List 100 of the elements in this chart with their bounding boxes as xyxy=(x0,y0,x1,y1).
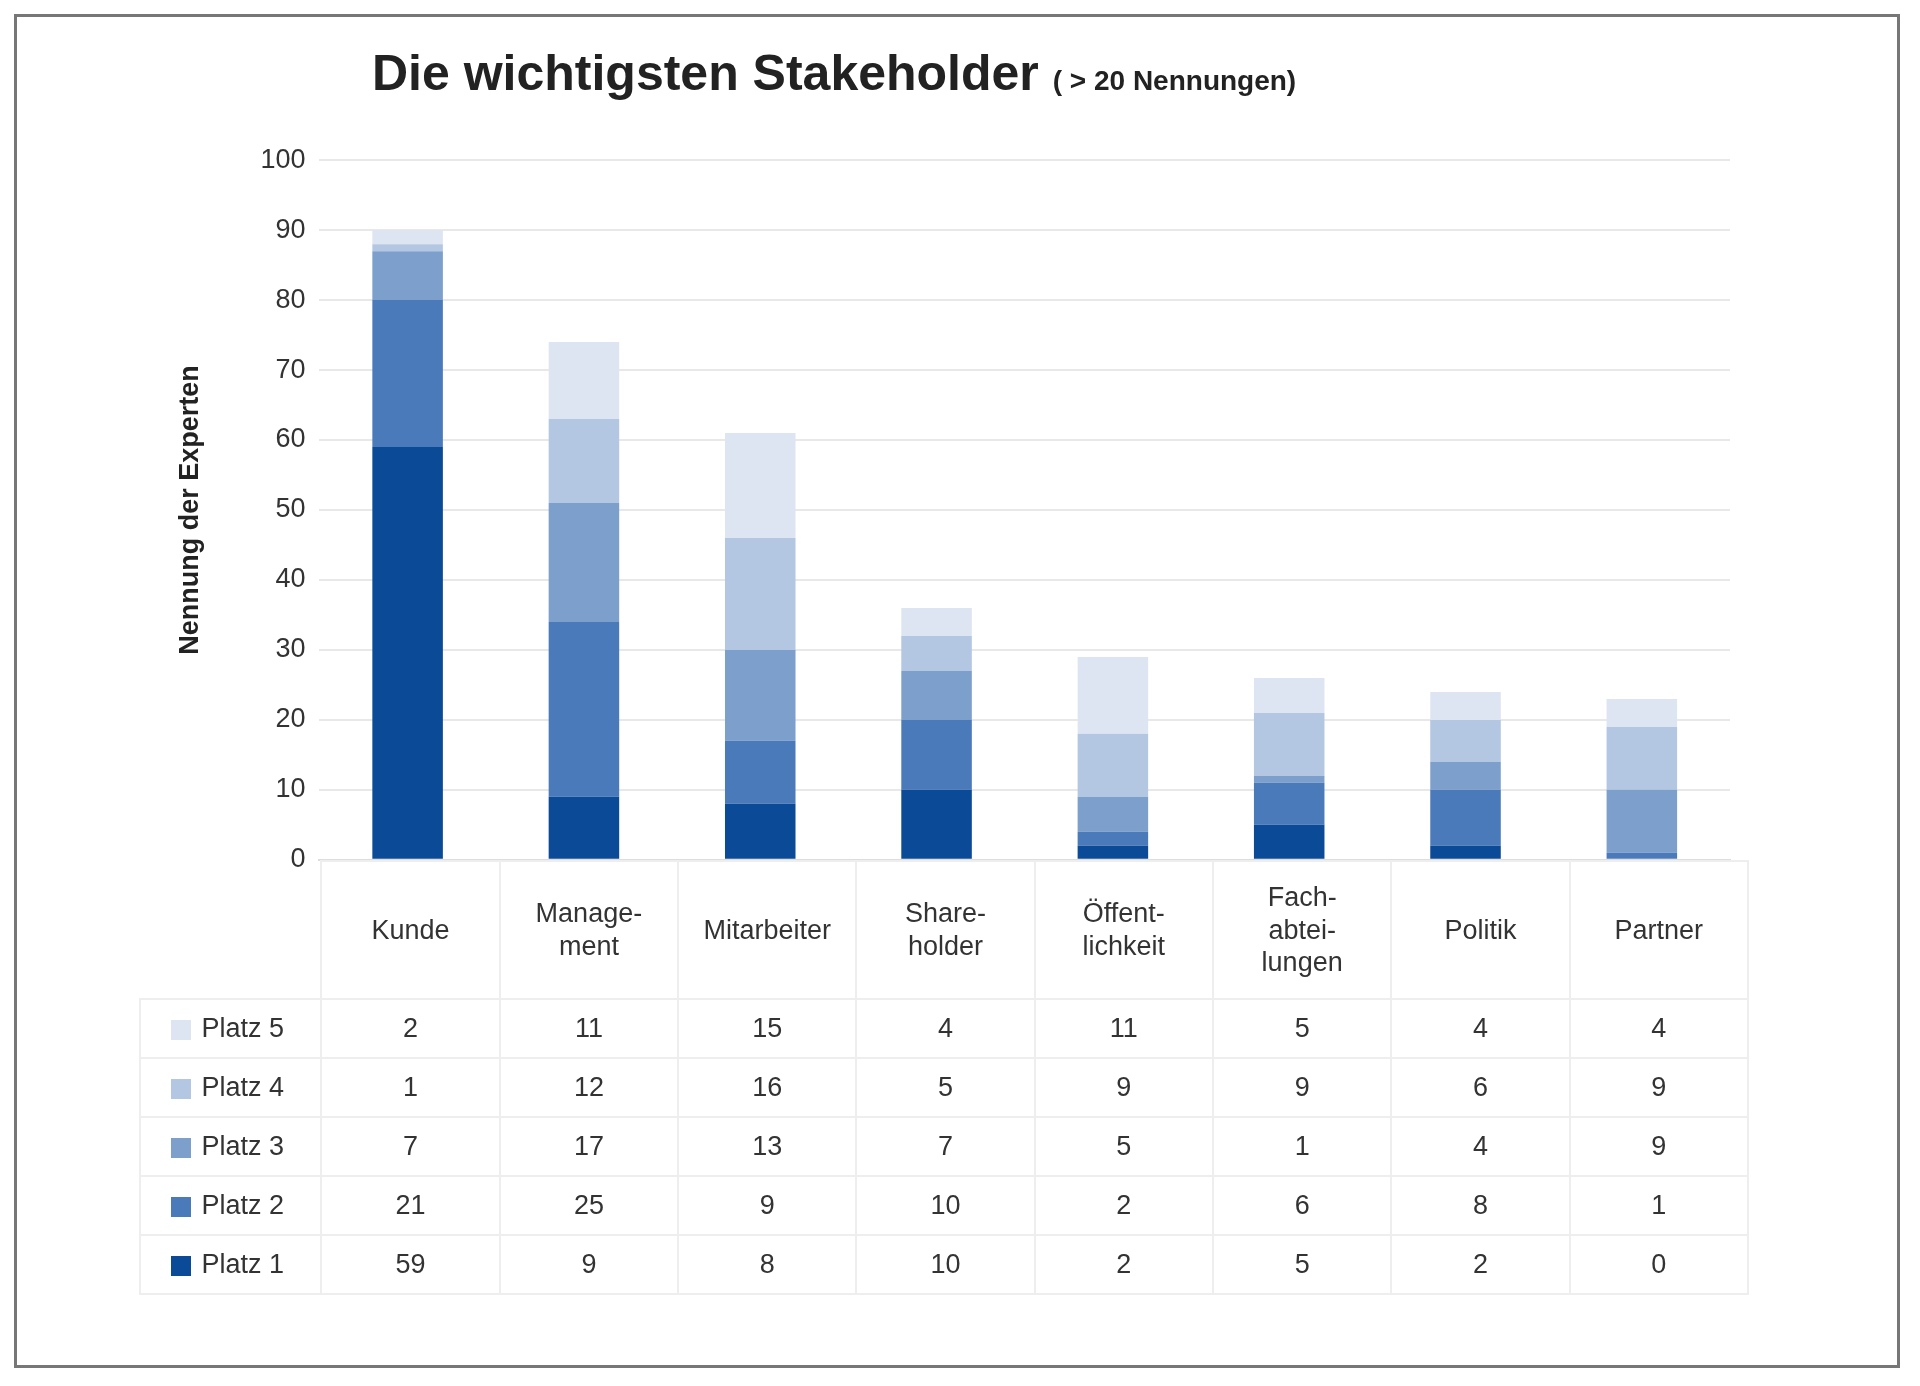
data-label: 59 xyxy=(321,1234,500,1294)
bar xyxy=(901,607,972,636)
data-label: 11 xyxy=(499,998,679,1058)
y-axis-title: Nennung der Experten xyxy=(173,365,204,655)
x-tick-label: Öffent-lichkeit xyxy=(1034,860,1213,999)
data-label: 9 xyxy=(499,1234,679,1294)
bar xyxy=(372,251,443,301)
bar xyxy=(1430,789,1501,846)
data-label: 9 xyxy=(1034,1057,1213,1117)
data-label: 0 xyxy=(1569,1234,1748,1294)
bar xyxy=(1606,852,1678,859)
y-tick-label: 20 xyxy=(275,703,306,734)
data-label: 4 xyxy=(1569,998,1748,1058)
data-label: 10 xyxy=(856,1234,1035,1294)
y-tick-label: 50 xyxy=(275,493,306,524)
bar xyxy=(1077,845,1149,859)
x-tick-label: Partner xyxy=(1569,860,1748,999)
data-label: 9 xyxy=(1569,1057,1748,1117)
data-label: 10 xyxy=(856,1175,1035,1235)
data-label: 16 xyxy=(678,1057,857,1117)
y-tick-label: 40 xyxy=(275,563,306,594)
bar xyxy=(1253,712,1325,776)
bar xyxy=(724,537,796,650)
bar xyxy=(1253,824,1325,859)
bar xyxy=(1430,845,1501,859)
data-label: 8 xyxy=(1391,1175,1570,1235)
data-label: 12 xyxy=(499,1057,679,1117)
bar xyxy=(548,503,620,622)
bar xyxy=(724,649,796,741)
bar xyxy=(1077,733,1149,797)
data-label: 17 xyxy=(499,1116,679,1176)
data-label: 8 xyxy=(678,1234,857,1294)
data-label: 1 xyxy=(321,1057,500,1117)
y-tick-label: 0 xyxy=(290,843,306,874)
data-label: 13 xyxy=(678,1116,857,1176)
data-label: 2 xyxy=(1034,1175,1213,1235)
bar xyxy=(372,300,443,448)
bar xyxy=(901,670,972,720)
y-tick-label: 10 xyxy=(275,773,306,804)
x-tick-label: Kunde xyxy=(321,860,500,999)
y-tick-label: 90 xyxy=(275,213,306,244)
data-label: 9 xyxy=(678,1175,857,1235)
chart-subtitle: ( > 20 Nennungen) xyxy=(1052,65,1297,96)
data-label: 5 xyxy=(1213,1234,1392,1294)
bar xyxy=(1430,761,1501,790)
y-tick-label: 80 xyxy=(275,283,306,314)
x-tick-label: Manage-ment xyxy=(499,860,679,999)
bar xyxy=(901,719,972,790)
data-label: 25 xyxy=(499,1175,679,1235)
data-label: 9 xyxy=(1569,1116,1748,1176)
data-label: 2 xyxy=(1034,1234,1213,1294)
data-label: 2 xyxy=(321,998,500,1058)
x-tick-label: Fach-abtei-lungen xyxy=(1213,860,1392,999)
y-tick-label: 60 xyxy=(275,423,306,454)
y-tick-label: 100 xyxy=(260,143,306,174)
bar xyxy=(1253,782,1325,825)
data-label: 4 xyxy=(1391,998,1570,1058)
bar xyxy=(724,803,796,859)
data-label: 5 xyxy=(1034,1116,1213,1176)
data-label: 21 xyxy=(321,1175,500,1235)
data-label: 11 xyxy=(1034,998,1213,1058)
bar xyxy=(372,447,443,859)
x-tick-label: Politik xyxy=(1391,860,1570,999)
chart-title: Die wichtigsten Stakeholder xyxy=(372,45,1039,101)
bar xyxy=(1077,831,1149,846)
data-label: 2 xyxy=(1391,1234,1570,1294)
data-label: 7 xyxy=(856,1116,1035,1176)
bar xyxy=(1253,775,1325,783)
y-tick-label: 30 xyxy=(275,633,306,664)
legend-label: Platz 4 xyxy=(201,1071,284,1102)
data-label: 6 xyxy=(1391,1057,1570,1117)
y-tick-label: 70 xyxy=(275,353,306,384)
data-label: 6 xyxy=(1213,1175,1392,1235)
data-label: 15 xyxy=(678,998,857,1058)
legend-label: Platz 3 xyxy=(201,1130,284,1161)
data-label: 4 xyxy=(856,998,1035,1058)
data-label: 5 xyxy=(1213,998,1392,1058)
bar xyxy=(548,621,620,797)
bar xyxy=(724,740,796,804)
data-label: 1 xyxy=(1569,1175,1748,1235)
bar xyxy=(1606,789,1678,853)
legend-label: Platz 5 xyxy=(201,1012,284,1043)
legend-label: Platz 1 xyxy=(201,1248,284,1279)
bar xyxy=(1606,726,1678,790)
bar xyxy=(1253,677,1325,713)
bar xyxy=(548,796,620,859)
data-label: 5 xyxy=(856,1057,1035,1117)
data-label: 7 xyxy=(321,1116,500,1176)
bar xyxy=(1077,796,1149,832)
bar xyxy=(901,789,972,859)
legend-label: Platz 2 xyxy=(201,1189,284,1220)
data-label: 1 xyxy=(1213,1116,1392,1176)
x-tick-label: Share-holder xyxy=(856,860,1035,999)
bar xyxy=(372,244,443,252)
bar xyxy=(548,419,620,503)
bar xyxy=(901,635,972,671)
x-tick-label: Mitarbeiter xyxy=(678,860,857,999)
data-label: 9 xyxy=(1213,1057,1392,1117)
bar xyxy=(1430,719,1501,762)
data-label: 4 xyxy=(1391,1116,1570,1176)
